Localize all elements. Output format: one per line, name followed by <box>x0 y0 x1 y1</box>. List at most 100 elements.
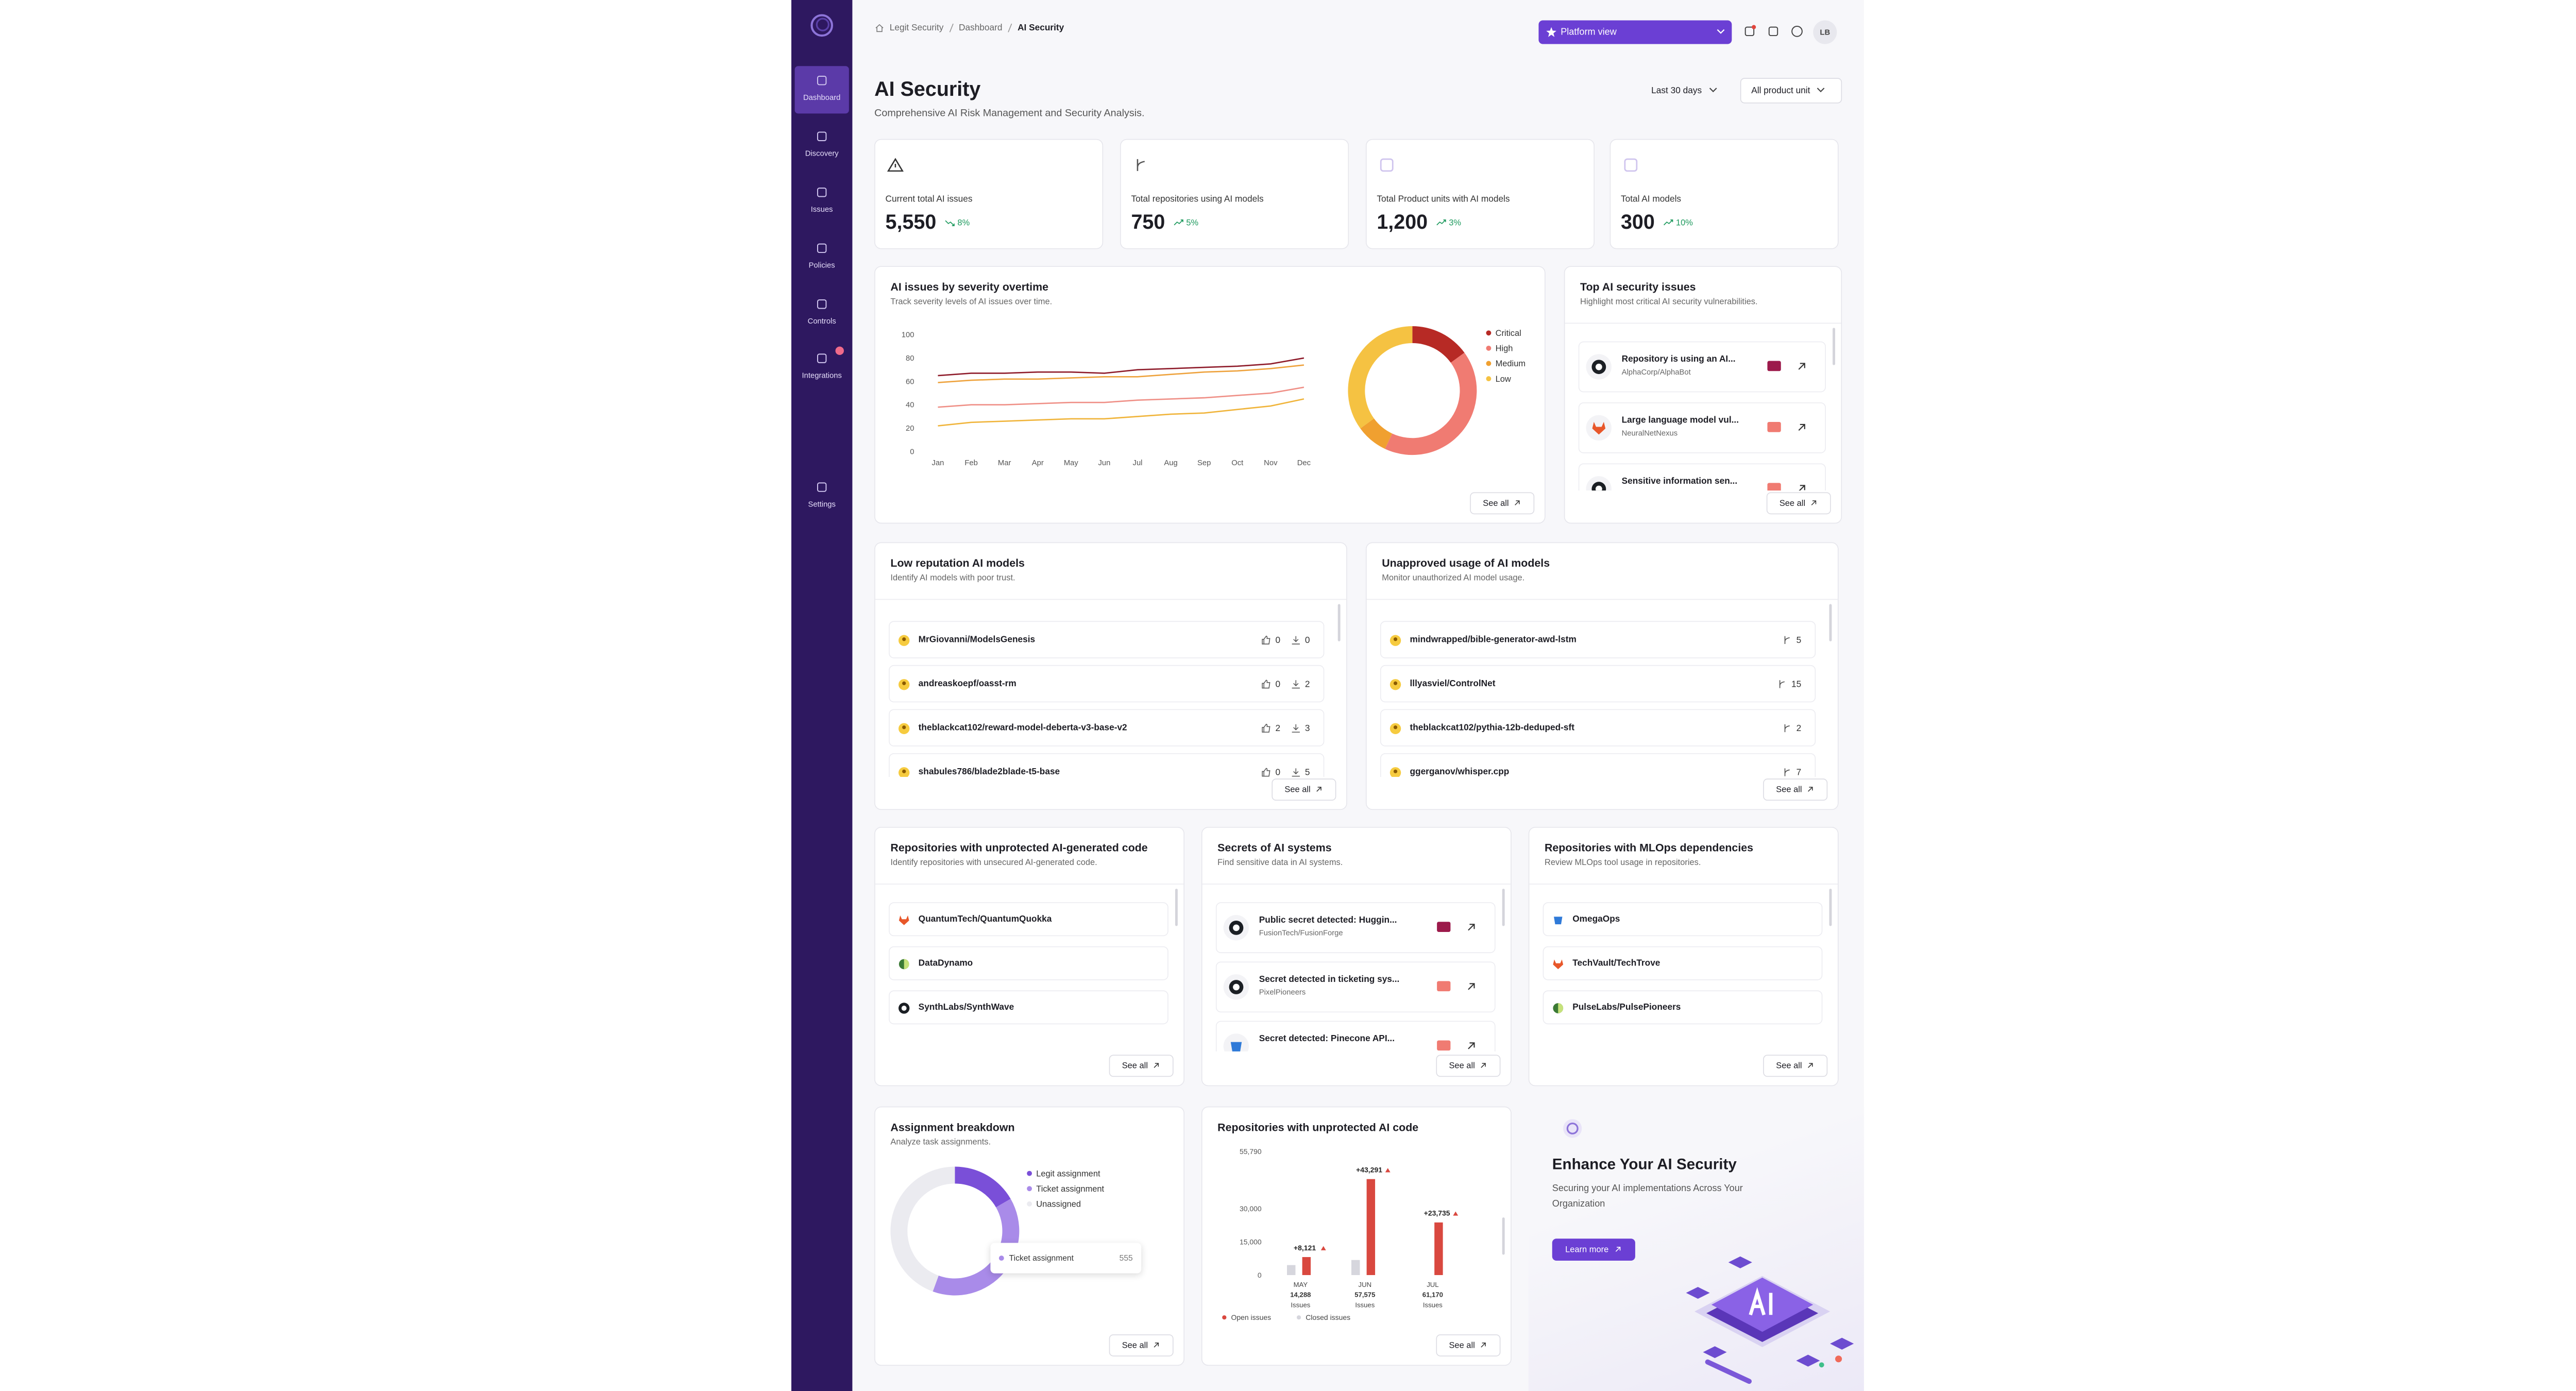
list-row[interactable]: SynthLabs/SynthWave <box>889 990 1168 1025</box>
row-name: shabules786/blade2blade-t5-base <box>918 767 1060 777</box>
stat-value: 300 <box>1620 211 1655 234</box>
severity-badge <box>1437 981 1451 992</box>
tri-icon-box <box>887 158 904 172</box>
list-row[interactable]: OmegaOps <box>1543 902 1823 937</box>
stat-value-row: 750 5% <box>1131 211 1198 234</box>
branch-icon <box>1784 724 1790 733</box>
line-chart: 0 20 40 60 80 100 Jan Feb Mar Apr May Jun Jul Aug Sep O… <box>902 331 1311 467</box>
category-unit: Issues <box>1355 1301 1375 1309</box>
learn-more-button[interactable]: Learn more <box>1552 1239 1635 1261</box>
user-icon-box <box>899 723 910 734</box>
list-row[interactable]: MrGiovanni/ModelsGenesis 0 0 <box>889 621 1325 658</box>
list-row[interactable]: lllyasviel/ControlNet 15 <box>1380 665 1816 703</box>
card-subtitle: Track severity levels of AI issues over … <box>890 297 1053 307</box>
x-tick-label: Dec <box>1297 459 1311 467</box>
breadcrumb-item[interactable]: Legit Security <box>889 23 944 33</box>
accent-dot <box>1819 1362 1824 1368</box>
see-all-button[interactable]: See all <box>1436 1334 1501 1356</box>
see-all-button[interactable]: See all <box>1436 1055 1501 1077</box>
user-icon-box <box>1389 767 1401 777</box>
see-all-button[interactable]: See all <box>1109 1334 1174 1356</box>
floating-tile <box>1703 1346 1727 1359</box>
nav-item[interactable]: Dashboard <box>794 66 849 114</box>
list-row[interactable]: ggerganov/whisper.cpp 7 <box>1380 753 1816 777</box>
issue-repo: PixelPioneers <box>1259 988 1306 996</box>
divider <box>1366 599 1838 600</box>
nav-item[interactable]: Settings <box>795 473 849 520</box>
list-row[interactable]: theblackcat102/pythia-12b-deduped-sft 2 <box>1380 709 1816 747</box>
stat-value-row: 1,200 3% <box>1377 211 1461 234</box>
outline-icon-box <box>817 188 827 197</box>
filter-dropdown[interactable]: Last 30 days <box>1651 78 1728 103</box>
stat-card: Total repositories using AI models 750 5% <box>1120 139 1349 249</box>
x-tick-label: Apr <box>1032 459 1044 467</box>
issue-row[interactable]: Large language model vul... NeuralNetNexu… <box>1578 402 1826 453</box>
avatar[interactable]: LB <box>1813 20 1837 44</box>
issue-repo: FusionTech/FusionForge <box>1259 928 1343 937</box>
breadcrumb-item[interactable]: Dashboard <box>958 23 1003 33</box>
github-icon-box <box>1229 980 1244 994</box>
list-row[interactable]: theblackcat102/reward-model-deberta-v3-b… <box>889 709 1325 747</box>
list-row[interactable]: DataDynamo <box>889 946 1168 980</box>
gitlab-icon-box <box>899 915 909 925</box>
arrow-icon <box>1154 1343 1159 1348</box>
list-row[interactable]: PulseLabs/PulsePioneers <box>1543 990 1823 1025</box>
see-all-button[interactable]: See all <box>1766 492 1831 515</box>
list-row[interactable]: andreaskoepf/oasst-rm 0 2 <box>889 665 1325 703</box>
row-metrics: 2 <box>1782 723 1808 734</box>
nav-item[interactable]: Controls <box>795 290 849 337</box>
branch-icon <box>1137 159 1145 171</box>
x-tick-label: Oct <box>1231 459 1243 467</box>
issue-row[interactable]: Secret detected: Pinecone API... <box>1215 1021 1496 1051</box>
issue-row[interactable]: Sensitive information sen... <box>1578 463 1826 491</box>
category-total: 61,170 <box>1422 1291 1443 1299</box>
chevron-path <box>1817 88 1825 93</box>
count: 7 <box>1796 767 1802 777</box>
y-tick-label: 80 <box>906 354 914 363</box>
nav-label: Controls <box>807 317 836 326</box>
see-all-button[interactable]: See all <box>1763 1055 1828 1077</box>
github-icon-inner <box>1595 485 1602 491</box>
list-row[interactable]: mindwrapped/bible-generator-awd-lstm 5 <box>1380 621 1816 658</box>
filter-dropdown[interactable]: All product unit <box>1740 78 1842 104</box>
platform-view-button[interactable]: Platform view <box>1538 20 1732 44</box>
list-row[interactable]: TechVault/TechTrove <box>1543 946 1823 980</box>
nav-item[interactable]: Integrations <box>795 344 849 392</box>
see-all-button[interactable]: See all <box>1763 778 1828 801</box>
legend-label: Unassigned <box>1036 1200 1081 1209</box>
user-icon-box <box>899 679 910 690</box>
donut-segment <box>1348 326 1413 429</box>
row-metrics: 15 <box>1777 678 1808 689</box>
value-label-icon <box>1385 1168 1391 1173</box>
mlops-card: Repositories with MLOps dependencies Revi… <box>1528 827 1839 1087</box>
stat-change: 10% <box>1663 218 1693 228</box>
nav-item[interactable]: Issues <box>795 178 849 225</box>
y-tick-label: 30,000 <box>1240 1205 1262 1213</box>
see-all-button[interactable]: See all <box>1109 1055 1174 1077</box>
thumb-icon-box <box>1262 680 1271 689</box>
nav-item[interactable]: Policies <box>795 234 849 281</box>
arrow-icon-box <box>1799 485 1805 491</box>
legend-swatch <box>1027 1186 1032 1192</box>
issue-row[interactable]: Secret detected in ticketing sys... Pixel… <box>1215 961 1496 1013</box>
stat-label: Total Product units with AI models <box>1377 194 1510 205</box>
list-row[interactable]: shabules786/blade2blade-t5-base 0 5 <box>889 753 1325 777</box>
card-title: Secrets of AI systems <box>1217 841 1332 854</box>
nav-item[interactable]: Discovery <box>795 122 849 169</box>
see-all-button[interactable]: See all <box>1470 492 1535 515</box>
y-tick-label: 20 <box>906 425 914 433</box>
see-all-button[interactable]: See all <box>1272 778 1336 801</box>
stat-value-row: 300 10% <box>1621 211 1693 234</box>
warning-icon <box>887 158 904 172</box>
row-name: OmegaOps <box>1572 914 1620 925</box>
other-icon-box <box>899 959 909 970</box>
issue-row[interactable]: Repository is using an AI... AlphaCorp/Al… <box>1578 341 1826 393</box>
toolbar-icon-shape <box>1791 25 1803 37</box>
scrollbar <box>1829 604 1832 641</box>
breadcrumb-item: AI Security <box>1018 23 1064 33</box>
list-row[interactable]: QuantumTech/QuantumQuokka <box>889 902 1168 937</box>
issue-row[interactable]: Public secret detected: Huggin... FusionT… <box>1215 902 1496 954</box>
separator <box>1008 23 1012 32</box>
stat-card: Total Product units with AI models 1,200 3… <box>1365 139 1595 249</box>
